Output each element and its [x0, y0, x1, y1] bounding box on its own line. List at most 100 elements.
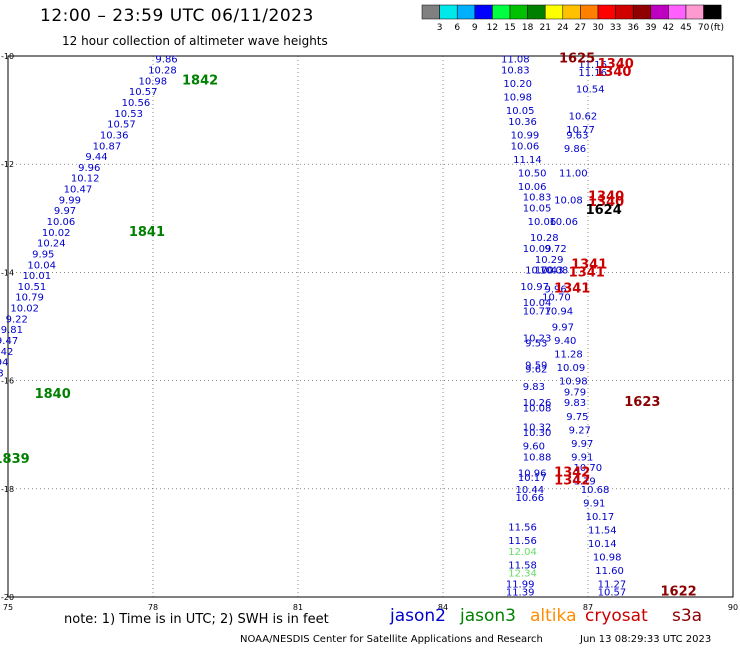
wave-height-label: 10.79	[15, 293, 44, 304]
pass-time-label: 1840	[35, 387, 71, 402]
wave-height-label: 10.01	[23, 271, 52, 282]
wave-height-label: 9.40	[554, 336, 576, 347]
wave-height-label: 10.98	[559, 377, 588, 388]
wave-height-label: 11.60	[595, 566, 624, 577]
x-tick-label: 78	[148, 603, 158, 612]
wave-height-label: 9.23	[0, 368, 4, 379]
y-tick-label: -20	[1, 593, 14, 602]
wave-height-label: 9.97	[54, 206, 76, 217]
wave-height-label: 9.47	[0, 336, 18, 347]
wave-height-label: 12.34	[508, 569, 537, 580]
wave-height-label: 10.99	[511, 130, 540, 141]
wave-height-label: 10.32	[523, 423, 552, 434]
wave-height-label: 10.51	[18, 282, 47, 293]
pass-time-label: 1340	[598, 57, 634, 72]
wave-height-label: 11.16	[578, 68, 607, 79]
wave-height-label: 9.86	[155, 55, 177, 66]
color-scale-swatch	[421, 4, 440, 20]
wave-height-label: 10.09	[523, 244, 552, 255]
wave-height-label: 9.42	[0, 347, 13, 358]
wave-height-label: 9.79	[574, 477, 596, 488]
wave-height-label: 10.02	[10, 304, 39, 315]
wave-height-label: 10.44	[516, 485, 545, 496]
wave-height-label: 10.54	[576, 84, 605, 95]
wave-height-label: 10.02	[42, 228, 71, 239]
wave-height-label: 10.06	[549, 217, 578, 228]
wave-height-label: 10.26	[523, 398, 552, 409]
wave-height-label: 11.08	[501, 55, 530, 66]
wave-height-label: 10.36	[100, 130, 129, 141]
wave-height-label: 9.95	[32, 249, 54, 260]
wave-height-label: 10.68	[581, 485, 610, 496]
wave-height-label: 11.00	[559, 168, 588, 179]
wave-height-label: 10.43	[535, 266, 564, 277]
color-scale-label: (ft)	[710, 23, 724, 33]
wave-height-label: 9.81	[1, 325, 23, 336]
plot-frame	[7, 55, 734, 598]
color-scale-swatch	[527, 4, 546, 20]
wave-height-label: 12.04	[508, 547, 537, 558]
pass-time-label: 1340	[588, 195, 624, 210]
color-scale-swatch	[703, 4, 722, 20]
wave-height-label: 10.70	[542, 293, 571, 304]
color-scale-swatch	[597, 4, 616, 20]
wave-height-label: 10.83	[523, 193, 552, 204]
wave-height-label: 11.56	[508, 523, 537, 534]
wave-height-label: 9.91	[583, 498, 605, 509]
wave-height-label: 9.94	[0, 358, 9, 369]
x-tick-label: 84	[438, 603, 448, 612]
wave-height-label: 9.63	[566, 130, 588, 141]
wave-height-label: 10.97	[520, 282, 549, 293]
color-scale-swatch	[562, 4, 581, 20]
wave-height-label: 10.24	[37, 239, 66, 250]
pass-time-label: 1839	[0, 452, 30, 467]
color-scale-swatch	[615, 4, 634, 20]
wave-height-label: 11.39	[506, 588, 535, 599]
wave-height-label: 10.96	[518, 469, 547, 480]
color-scale-label: 6	[454, 23, 460, 33]
wave-height-label: 10.08	[523, 404, 552, 415]
color-scale-label: 18	[522, 23, 534, 33]
footer-note: note: 1) Time is in UTC; 2) SWH is in fe…	[64, 612, 329, 627]
color-scale-label: 15	[504, 23, 515, 33]
wave-height-label: 10.28	[530, 233, 559, 244]
wave-height-label: 10.88	[523, 452, 552, 463]
wave-height-label: 11.14	[513, 155, 542, 166]
wave-height-label: 9.62	[525, 365, 547, 376]
wave-height-label: 10.77	[523, 306, 552, 317]
wave-height-label: 10.98	[139, 76, 168, 87]
wave-height-label: 9.83	[564, 398, 586, 409]
wave-height-label: 10.70	[525, 266, 554, 277]
color-scale-label: 12	[487, 23, 498, 33]
color-scale-swatch	[685, 4, 704, 20]
wave-height-label: 10.66	[516, 493, 545, 504]
wave-height-label: 10.98	[593, 552, 622, 563]
wave-height-label: 9.97	[571, 439, 593, 450]
legend-altika: altika	[530, 606, 577, 626]
color-scale-label: 30	[592, 23, 604, 33]
pass-time-label: 1341	[554, 282, 590, 297]
wave-height-label: 9.72	[545, 244, 567, 255]
color-scale-label: 3	[437, 23, 443, 33]
wave-height-label: 10.06	[528, 217, 557, 228]
y-tick-label: -14	[1, 268, 14, 277]
wave-height-label: 10.83	[501, 66, 530, 77]
y-tick-label: -16	[1, 377, 14, 386]
y-tick-label: -10	[1, 52, 14, 61]
wave-height-label: 10.57	[598, 588, 627, 599]
wave-height-label: 10.04	[523, 298, 552, 309]
color-scale-label: 33	[610, 23, 621, 33]
wave-height-label: 10.56	[122, 98, 151, 109]
wave-height-label: 10.50	[518, 168, 547, 179]
wave-height-label: 10.62	[569, 112, 598, 123]
footer-timestamp: Jun 13 08:29:33 UTC 2023	[580, 634, 712, 645]
wave-height-label: 9.75	[566, 412, 588, 423]
wave-height-label: 10.05	[523, 203, 552, 214]
pass-time-label: 1625	[559, 52, 595, 67]
wave-height-label: 9.99	[59, 195, 81, 206]
wave-height-label: 11.56	[508, 536, 537, 547]
color-scale-swatch	[650, 4, 669, 20]
wave-height-label: 9.96	[545, 285, 567, 296]
